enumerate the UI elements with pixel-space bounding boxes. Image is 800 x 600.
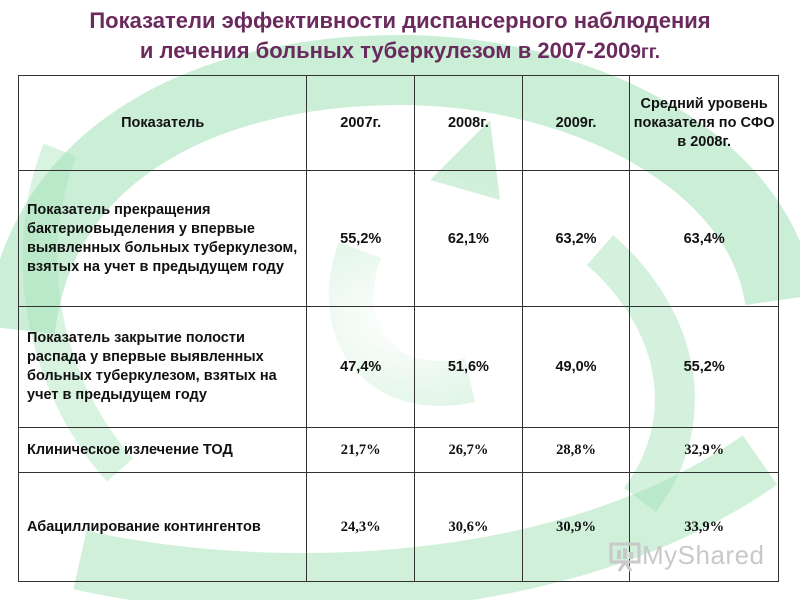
cell-2007: 47,4% — [306, 306, 416, 428]
header-indicator: Показатель — [17, 75, 308, 171]
header-2007: 2007г. — [306, 75, 416, 171]
row-label: Клиническое излечение ТОД — [17, 427, 308, 473]
indicators-table: Показатель 2007г. 2008г. 2009г. Средний … — [17, 75, 779, 582]
cell-2007: 24,3% — [306, 472, 416, 582]
table-row: Клиническое излечение ТОД 21,7% 26,7% 28… — [17, 427, 779, 473]
table-row: Показатель прекращения бактериовыделения… — [17, 170, 779, 307]
row-label: Показатель прекращения бактериовыделения… — [17, 170, 308, 307]
title-line-2-main: и лечения больных туберкулезом в 2007-20… — [139, 38, 631, 63]
watermark-text: MyShared — [642, 539, 765, 570]
header-sfo-average: Средний уровень показателя по СФО в 2008… — [629, 75, 779, 171]
table-row: Абациллирование контингентов 24,3% 30,6%… — [17, 472, 779, 582]
cell-2009: 49,0% — [521, 306, 631, 428]
page-title: Показатели эффективности диспансерного н… — [0, 6, 800, 68]
cell-2008: 30,6% — [414, 472, 523, 582]
cell-sfo: 63,4% — [629, 170, 779, 307]
row-label: Абациллирование контингентов — [17, 472, 308, 582]
header-2009: 2009г. — [521, 75, 631, 171]
cell-sfo: 55,2% — [629, 306, 779, 428]
table-row: Показатель закрытие полости распада у вп… — [17, 306, 779, 428]
title-line-2-suffix: 9гг. — [630, 42, 661, 63]
presentation-board-icon — [609, 542, 641, 572]
title-line-1: Показатели эффективности диспансерного н… — [89, 8, 711, 33]
watermark-logo: MyShared — [608, 538, 765, 572]
cell-2009: 28,8% — [521, 427, 631, 473]
cell-2008: 62,1% — [414, 170, 523, 307]
cell-2007: 21,7% — [306, 427, 416, 473]
cell-sfo: 32,9% — [629, 427, 779, 473]
header-2008: 2008г. — [414, 75, 523, 171]
table-header-row: Показатель 2007г. 2008г. 2009г. Средний … — [17, 75, 779, 171]
cell-2007: 55,2% — [306, 170, 416, 307]
cell-2008: 26,7% — [414, 427, 523, 473]
title-line-2: и лечения больных туберкулезом в 2007-20… — [0, 36, 800, 68]
cell-2009: 30,9% — [521, 472, 631, 582]
cell-sfo: 33,9% — [629, 472, 779, 582]
row-label: Показатель закрытие полости распада у вп… — [17, 306, 308, 428]
cell-2009: 63,2% — [521, 170, 631, 307]
cell-2008: 51,6% — [414, 306, 523, 428]
